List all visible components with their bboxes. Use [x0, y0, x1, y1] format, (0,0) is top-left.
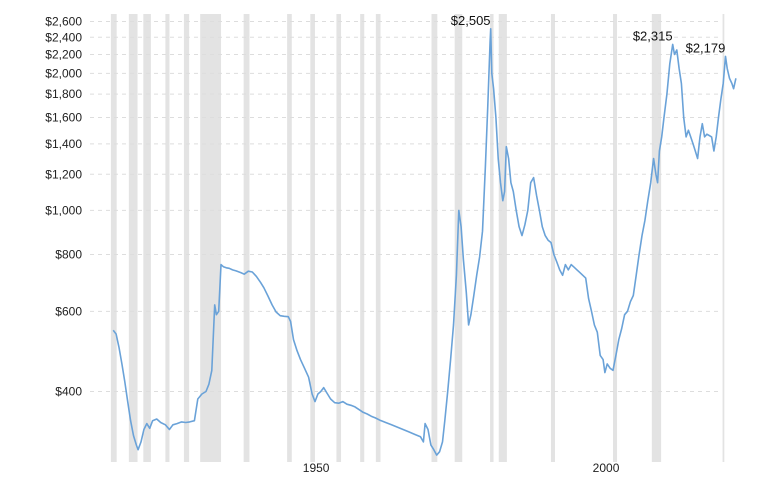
recession-band-17 [612, 14, 618, 462]
recession-band-6 [243, 14, 250, 462]
recession-band-14 [490, 14, 494, 462]
y-tick-label: $1,800 [45, 87, 82, 101]
annotation-label-1: $2,315 [633, 28, 673, 43]
y-tick-label: $1,400 [45, 137, 82, 151]
recession-band-7 [287, 14, 292, 462]
y-tick-label: $1,000 [45, 203, 82, 217]
y-tick-label: $600 [55, 304, 82, 318]
y-tick-label: $2,000 [45, 66, 82, 80]
y-tick-label: $2,600 [45, 14, 82, 28]
annotations: $2,505 $2,315 $2,179 [451, 13, 726, 56]
recession-bands [110, 14, 725, 462]
x-tick-label: 1950 [303, 461, 330, 475]
recession-band-16 [550, 14, 556, 462]
y-axis-labels: $400 $600 $800 $1,000 $1,200 $1,400 $1,600 $1,8… [45, 14, 82, 398]
y-tick-label: $2,400 [45, 30, 82, 44]
x-axis-labels: 1950 2000 [303, 461, 620, 475]
series-line-0 [112, 28, 737, 456]
recession-band-12 [431, 14, 438, 462]
recession-band-8 [310, 14, 315, 462]
recession-band-4 [183, 14, 190, 462]
x-tick-label: 2000 [593, 461, 620, 475]
y-tick-label: $2,200 [45, 47, 82, 61]
recession-band-9 [336, 14, 342, 462]
recession-band-15 [498, 14, 507, 462]
y-tick-label: $1,600 [45, 110, 82, 124]
recession-band-1 [128, 14, 138, 462]
y-tick-label: $1,200 [45, 167, 82, 181]
series-lines [112, 28, 737, 456]
y-tick-label: $800 [55, 247, 82, 261]
recession-band-11 [375, 14, 381, 462]
recession-band-10 [360, 14, 365, 462]
recession-band-19 [722, 14, 725, 462]
recession-band-5 [200, 14, 222, 462]
recession-band-3 [165, 14, 170, 462]
annotation-label-0: $2,505 [451, 13, 491, 28]
y-tick-label: $400 [55, 384, 82, 398]
annotation-label-2: $2,179 [686, 40, 726, 55]
recession-band-18 [651, 14, 662, 462]
gridlines [90, 20, 722, 392]
recession-band-0 [110, 14, 117, 462]
recession-band-2 [143, 14, 151, 462]
